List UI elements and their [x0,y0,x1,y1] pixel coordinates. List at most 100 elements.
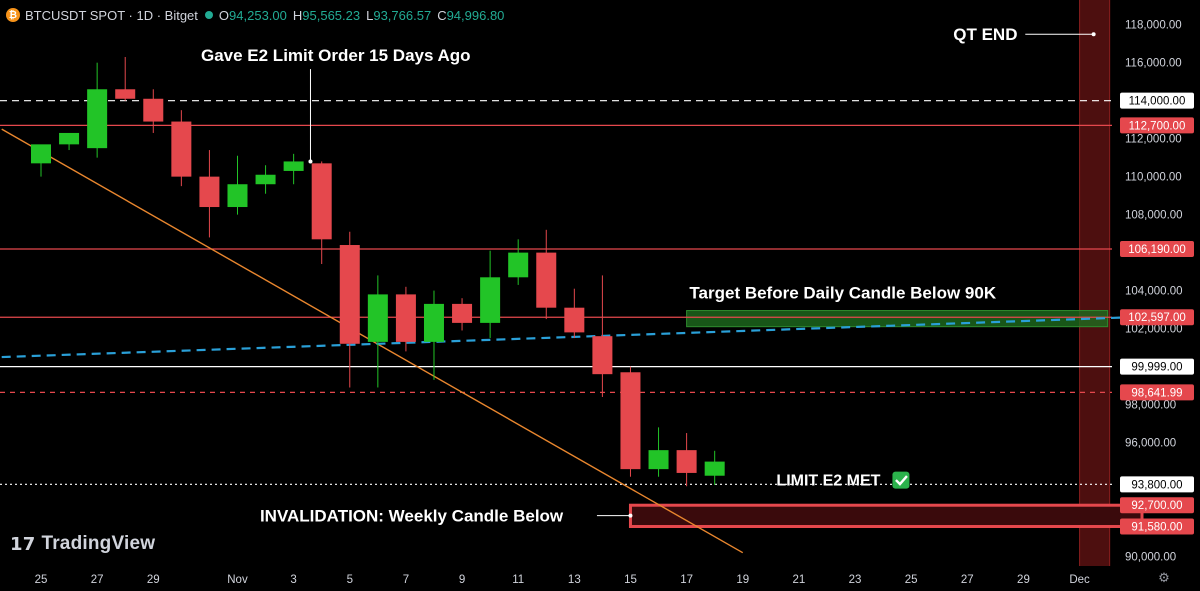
annotation-limit-met: LIMIT E2 MET [776,473,880,490]
price-tag-box [1120,518,1194,535]
level-112700-tag: 112,700.00 [1120,117,1194,134]
candle [255,165,276,194]
low-label: L [366,7,374,23]
time-tick-label: 27 [961,574,974,586]
invalidation-zone [628,503,1144,528]
candle [395,286,416,352]
time-tick-label: 7 [403,574,409,586]
time-tick-label: 25 [35,574,48,586]
price-tag-box [1120,241,1194,258]
candle [508,239,529,285]
symbol-label[interactable]: BTCUSDT SPOT · 1D · Bitget [25,7,198,23]
high-label: H [292,7,303,23]
candle-body [564,307,585,333]
price-tag-box [1120,92,1194,109]
candle-body [311,163,332,240]
candle-body [592,336,613,375]
candle-body [283,161,304,171]
candle-body [508,252,529,278]
price-tick-label: 116,000.00 [1125,58,1182,70]
close-value: 94,996.80 [446,7,505,23]
annotation-e2-order-anchor [308,159,313,164]
annotation-qt-end-anchor [1091,32,1096,37]
candle [87,62,108,158]
candle-body [480,277,501,323]
price-tag-label: 91,580.00 [1131,521,1182,533]
open-label: O [218,7,230,23]
candle [648,427,669,477]
price-tag-box [1120,497,1194,514]
bitcoin-icon: ₿ [6,8,20,22]
annotation-invalidation-anchor [628,513,633,518]
candle [564,288,585,339]
candle-body [227,184,248,208]
price-tick-label: 90,000.00 [1125,552,1176,564]
time-tick-label: 17 [680,574,693,586]
price-tag-box [1120,309,1194,326]
time-tick-label: Nov [227,574,248,586]
candle [59,132,80,151]
level-99999-tag: 99,999.00 [1120,358,1194,375]
time-tick-label: 29 [1017,574,1030,586]
price-tag-box [1120,358,1194,375]
candle-body [199,176,220,208]
time-tick-label: 29 [147,574,160,586]
time-tick-label: 9 [459,574,465,586]
candle [143,89,164,133]
candle-body [676,450,697,473]
candle-body [59,132,80,145]
price-tag-label: 93,800.00 [1131,479,1182,491]
open-value: 94,253.00 [229,7,287,23]
level-93800-tag: 93,800.00 [1120,476,1194,493]
level-98641-tag: 98,641.99 [1120,384,1194,401]
level-91580-tag: 91,580.00 [1120,518,1194,535]
close-label: C [437,7,447,23]
high-value: 95,565.23 [302,7,361,23]
candle-body [87,89,108,149]
candle [115,56,136,101]
annotation-qt-end: QT END [953,25,1017,44]
rising-dashed-trendline [1,316,1133,359]
price-tag-label: 92,700.00 [1131,500,1182,512]
price-tick-label: 104,000.00 [1125,286,1183,298]
price-tag-label: 98,641.99 [1131,387,1182,399]
check-icon-box [892,471,910,489]
price-tick-label: 96,000.00 [1125,438,1176,450]
price-tag-label: 112,700.00 [1129,120,1186,132]
candle-body [115,89,136,99]
candle-body [452,303,473,323]
time-tick-label: 19 [736,574,749,586]
target-zone [686,310,1109,328]
time-tick-label: 27 [91,574,104,586]
chart-header: ₿ BTCUSDT SPOT · 1D · Bitget O 94,253.00… [6,5,510,25]
price-tick-label: 98,000.00 [1125,400,1176,412]
annotation-target: Target Before Daily Candle Below 90K [689,283,996,302]
price-tag-label: 114,000.00 [1129,96,1186,108]
candle-body [395,294,416,342]
candle [31,144,51,177]
gear-icon[interactable]: ⚙ [1158,570,1170,585]
candle [199,150,220,238]
tradingview-mark-icon: 17 [10,533,36,555]
candle-body [171,121,192,177]
time-tick-label: 15 [624,574,637,586]
price-tick-label: 108,000.00 [1125,210,1183,222]
candle-body [704,461,725,476]
price-tick-label: 112,000.00 [1125,134,1182,146]
time-tick-label: 25 [905,574,918,586]
level-92700-tag: 92,700.00 [1120,497,1194,514]
level-114000-tag: 114,000.00 [1120,92,1194,109]
candle [367,275,388,388]
price-tag-label: 106,190.00 [1128,244,1186,256]
candle [452,298,473,331]
tradingview-wordmark: TradingView [41,533,156,554]
candle [227,155,248,215]
candle-body [143,98,164,122]
annotation-e2-order: Gave E2 Limit Order 15 Days Ago [201,46,471,65]
price-tag-box [1120,476,1194,493]
time-tick-label: 23 [849,574,862,586]
candle-body [31,144,51,164]
candle [704,450,725,485]
tradingview-logo[interactable]: 17 TradingView [10,533,155,555]
